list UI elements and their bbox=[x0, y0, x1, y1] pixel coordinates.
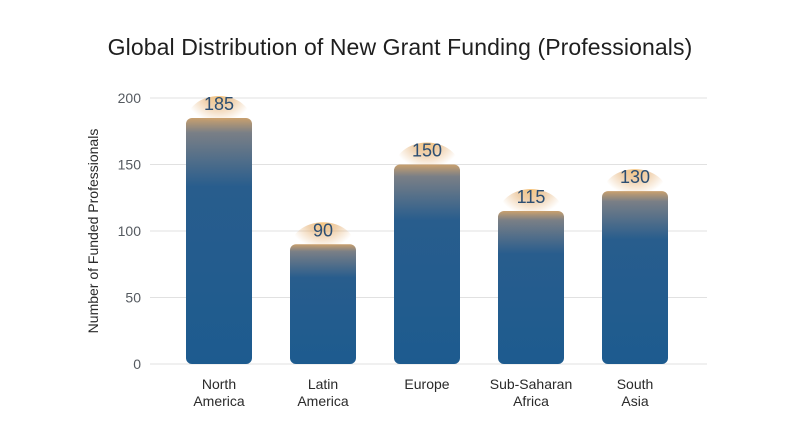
bar bbox=[394, 142, 460, 364]
bars bbox=[186, 95, 668, 364]
bar-value-label: 115 bbox=[517, 187, 546, 207]
bar-body bbox=[290, 244, 356, 364]
x-tick-label: South Asia bbox=[617, 376, 654, 409]
bar-glow bbox=[186, 95, 252, 148]
bar-value-label: 130 bbox=[620, 167, 650, 187]
x-tick-label: Sub-Saharan Africa bbox=[490, 376, 573, 409]
bar-value-label: 150 bbox=[412, 141, 442, 161]
y-tick-label: 150 bbox=[118, 157, 142, 173]
bar-body bbox=[498, 211, 564, 364]
value-labels: 185 90 150 115 130 bbox=[204, 94, 650, 240]
bar bbox=[602, 169, 668, 364]
bar-body bbox=[394, 164, 460, 364]
y-tick-label: 200 bbox=[118, 90, 142, 106]
y-axis-title: Number of Funded Professionals bbox=[85, 129, 101, 334]
bar-value-label: 90 bbox=[313, 220, 333, 240]
y-axis-ticks: 0 50 100 150 200 bbox=[118, 90, 142, 372]
bar-glow bbox=[498, 189, 564, 242]
y-tick-label: 0 bbox=[133, 356, 141, 372]
x-axis-labels: North America Latin America Europe Sub-Sahara… bbox=[193, 376, 653, 409]
x-tick-label: Europe bbox=[404, 376, 449, 392]
chart-title: Global Distribution of New Grant Funding… bbox=[107, 34, 693, 60]
y-tick-label: 50 bbox=[125, 290, 141, 306]
bar bbox=[498, 189, 564, 364]
bar bbox=[290, 222, 356, 364]
bar-value-label: 185 bbox=[204, 94, 234, 114]
bar-glow bbox=[290, 222, 356, 275]
x-tick-label: Latin America bbox=[297, 376, 349, 409]
bar-glow bbox=[394, 142, 460, 195]
bar-body bbox=[602, 191, 668, 364]
y-tick-label: 100 bbox=[118, 223, 142, 239]
bar-body bbox=[186, 117, 252, 364]
x-tick-label: North America bbox=[193, 376, 245, 409]
bar bbox=[186, 95, 252, 364]
bar-glow bbox=[602, 169, 668, 222]
